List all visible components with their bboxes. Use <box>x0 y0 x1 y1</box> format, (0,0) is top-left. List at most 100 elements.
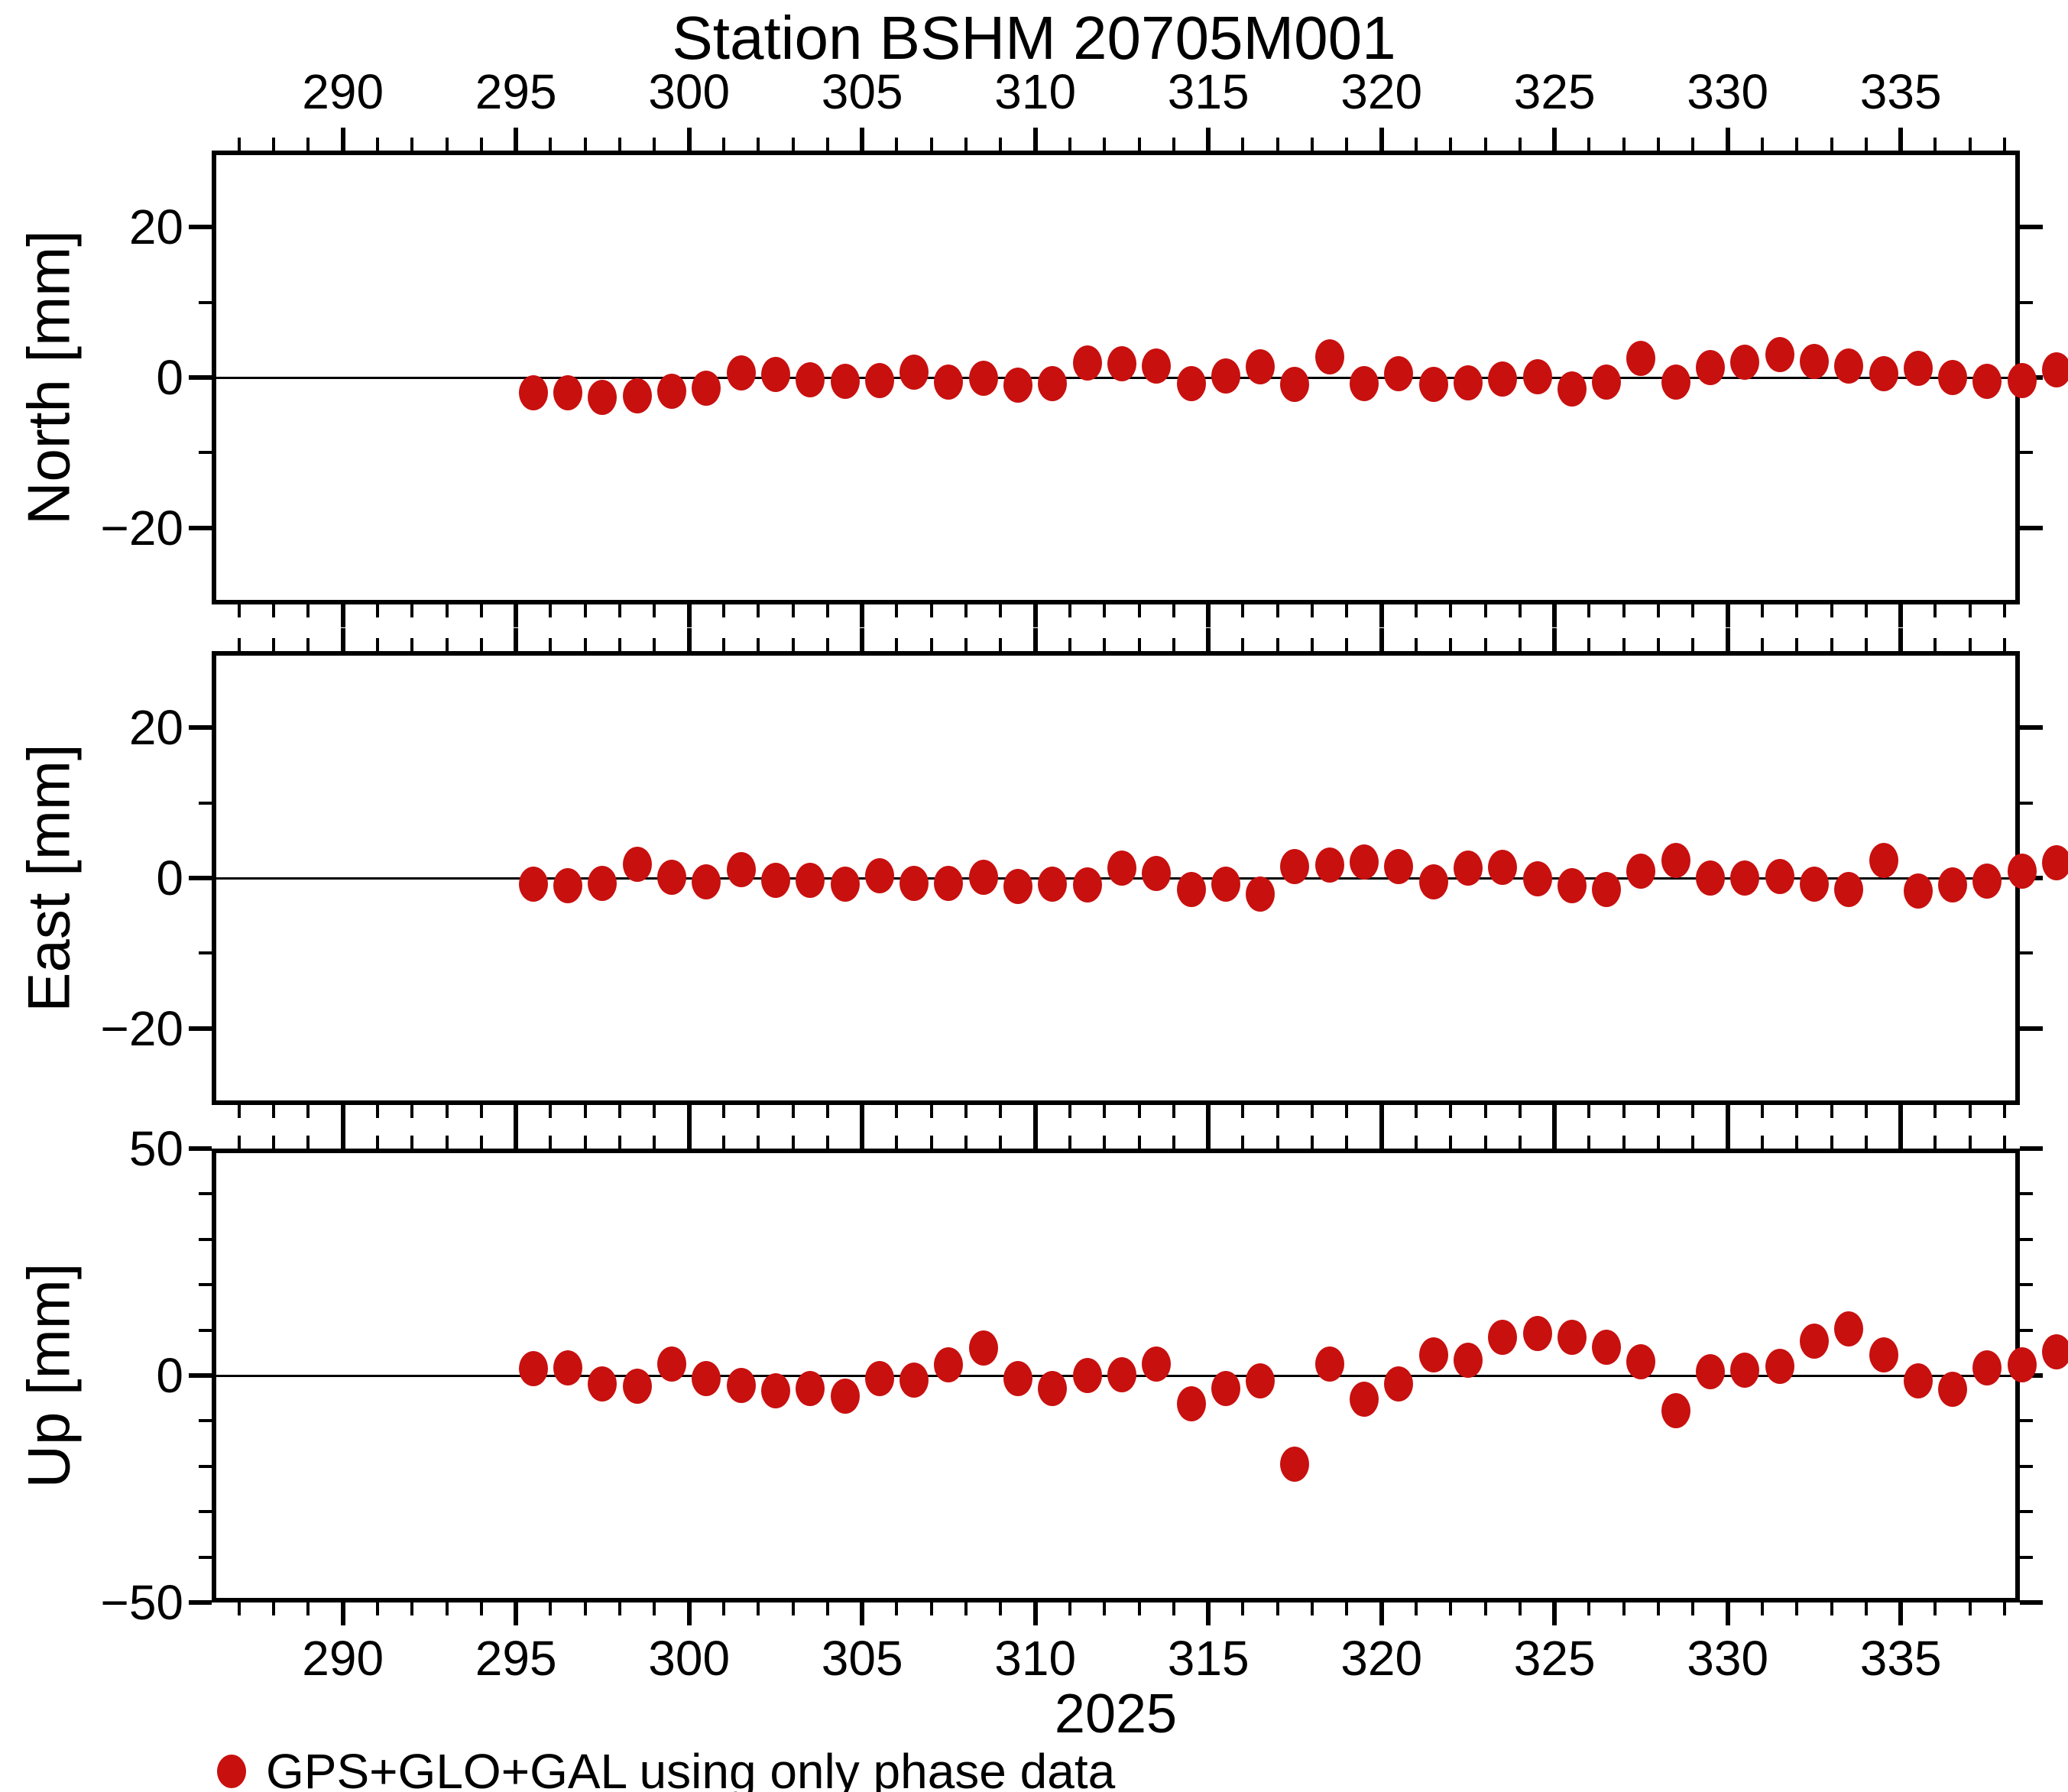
axis-tick-x <box>1552 1602 1557 1625</box>
axis-tick-x <box>1345 604 1349 617</box>
data-point <box>1314 339 1344 375</box>
axis-tick-x <box>895 138 899 151</box>
axis-tick-x <box>237 138 241 151</box>
axis-tick-x <box>825 1602 829 1615</box>
axis-tick-x <box>445 604 449 617</box>
axis-tick-x <box>549 1105 553 1118</box>
axis-tick-x <box>1379 1105 1384 1128</box>
axis-tick-x <box>1379 128 1384 151</box>
axis-tick-x <box>1933 604 1937 617</box>
data-point <box>1869 1337 1898 1372</box>
y-tick-label: 0 <box>156 1348 183 1403</box>
axis-tick-x <box>1414 1602 1418 1615</box>
axis-tick-x <box>1068 1602 1071 1615</box>
data-point <box>692 370 721 406</box>
data-point <box>1592 364 1622 400</box>
axis-tick-x <box>583 638 587 651</box>
axis-tick-x <box>860 1602 865 1625</box>
axis-tick-x <box>237 1602 241 1615</box>
axis-tick-x <box>1552 1105 1557 1128</box>
x-tick-label: 335 <box>1859 64 1942 119</box>
axis-tick-x <box>2003 638 2007 651</box>
data-point <box>1972 1350 2002 1385</box>
axis-tick-x <box>1032 1126 1038 1149</box>
axis-tick-x <box>929 1105 933 1118</box>
axis-tick-y <box>199 1555 212 1559</box>
data-point <box>2007 362 2037 398</box>
axis-tick-y <box>189 1600 212 1605</box>
axis-tick-x <box>860 1105 865 1128</box>
axis-tick-x <box>757 1105 760 1118</box>
axis-tick-x <box>1864 1602 1868 1615</box>
axis-tick-y <box>199 1192 212 1196</box>
axis-tick-y <box>199 1510 212 1514</box>
axis-tick-x <box>1103 638 1107 651</box>
axis-tick-y <box>2020 300 2033 304</box>
x-tick-label: 300 <box>648 64 731 119</box>
axis-tick-x <box>1068 638 1071 651</box>
data-point <box>622 378 652 413</box>
axis-tick-x <box>1414 638 1418 651</box>
axis-tick-x <box>1725 128 1730 151</box>
axis-tick-x <box>410 1602 414 1615</box>
x-tick-label: 295 <box>475 64 557 119</box>
axis-title-north: North [mm] <box>15 230 83 525</box>
axis-tick-y <box>199 1419 212 1423</box>
axis-tick-x <box>237 604 241 617</box>
axis-tick-y <box>2020 525 2043 530</box>
x-tick-label: 335 <box>1859 1631 1942 1686</box>
axis-tick-x <box>1103 1602 1107 1615</box>
data-point <box>1903 351 1933 387</box>
axis-tick-x <box>340 628 345 651</box>
axis-tick-x <box>1449 638 1453 651</box>
data-point <box>1626 1343 1656 1379</box>
axis-tick-x <box>1311 1105 1314 1118</box>
axis-tick-x <box>757 138 760 151</box>
data-point <box>1488 361 1518 397</box>
x-tick-label: 310 <box>994 64 1077 119</box>
axis-tick-x <box>479 1602 483 1615</box>
axis-tick-x <box>964 1602 968 1615</box>
axis-tick-x <box>237 1105 241 1118</box>
data-point <box>1246 1363 1275 1398</box>
data-point <box>1280 366 1310 402</box>
data-point <box>1488 1319 1518 1355</box>
axis-tick-x <box>1552 628 1557 651</box>
axis-tick-y <box>189 876 212 880</box>
axis-tick-x <box>1898 1126 1904 1149</box>
axis-tick-y <box>189 1026 212 1031</box>
data-point <box>1107 346 1136 382</box>
x-tick-label: 320 <box>1340 64 1423 119</box>
axis-tick-x <box>1483 1136 1487 1149</box>
axis-tick-y <box>189 375 212 380</box>
data-point <box>1557 371 1587 407</box>
axis-tick-x <box>1587 138 1591 151</box>
data-point <box>1661 364 1690 400</box>
axis-tick-y <box>2020 1600 2043 1605</box>
data-point <box>1176 871 1206 907</box>
axis-tick-x <box>514 604 519 627</box>
axis-tick-x <box>721 604 725 617</box>
data-point <box>553 374 583 410</box>
axis-tick-x <box>1241 138 1245 151</box>
axis-tick-y <box>2020 1419 2033 1423</box>
axis-tick-x <box>1657 1136 1661 1149</box>
data-point <box>1350 365 1379 401</box>
axis-tick-x <box>1933 638 1937 651</box>
axis-tick-x <box>929 1602 933 1615</box>
axis-tick-x <box>1518 138 1522 151</box>
axis-tick-x <box>1760 138 1764 151</box>
axis-tick-x <box>1933 1136 1937 1149</box>
data-point <box>1246 349 1275 385</box>
x-tick-label: 295 <box>475 1631 557 1686</box>
axis-tick-x <box>686 1105 692 1128</box>
data-point <box>1314 847 1344 883</box>
axis-tick-x <box>1968 138 1972 151</box>
data-point <box>692 864 721 899</box>
x-axis-year-label: 2025 <box>1054 1683 1178 1745</box>
data-point <box>1869 356 1898 392</box>
axis-tick-x <box>1068 604 1071 617</box>
axis-tick-x <box>272 138 276 151</box>
axis-tick-x <box>1345 1136 1349 1149</box>
data-point <box>1384 1366 1414 1402</box>
